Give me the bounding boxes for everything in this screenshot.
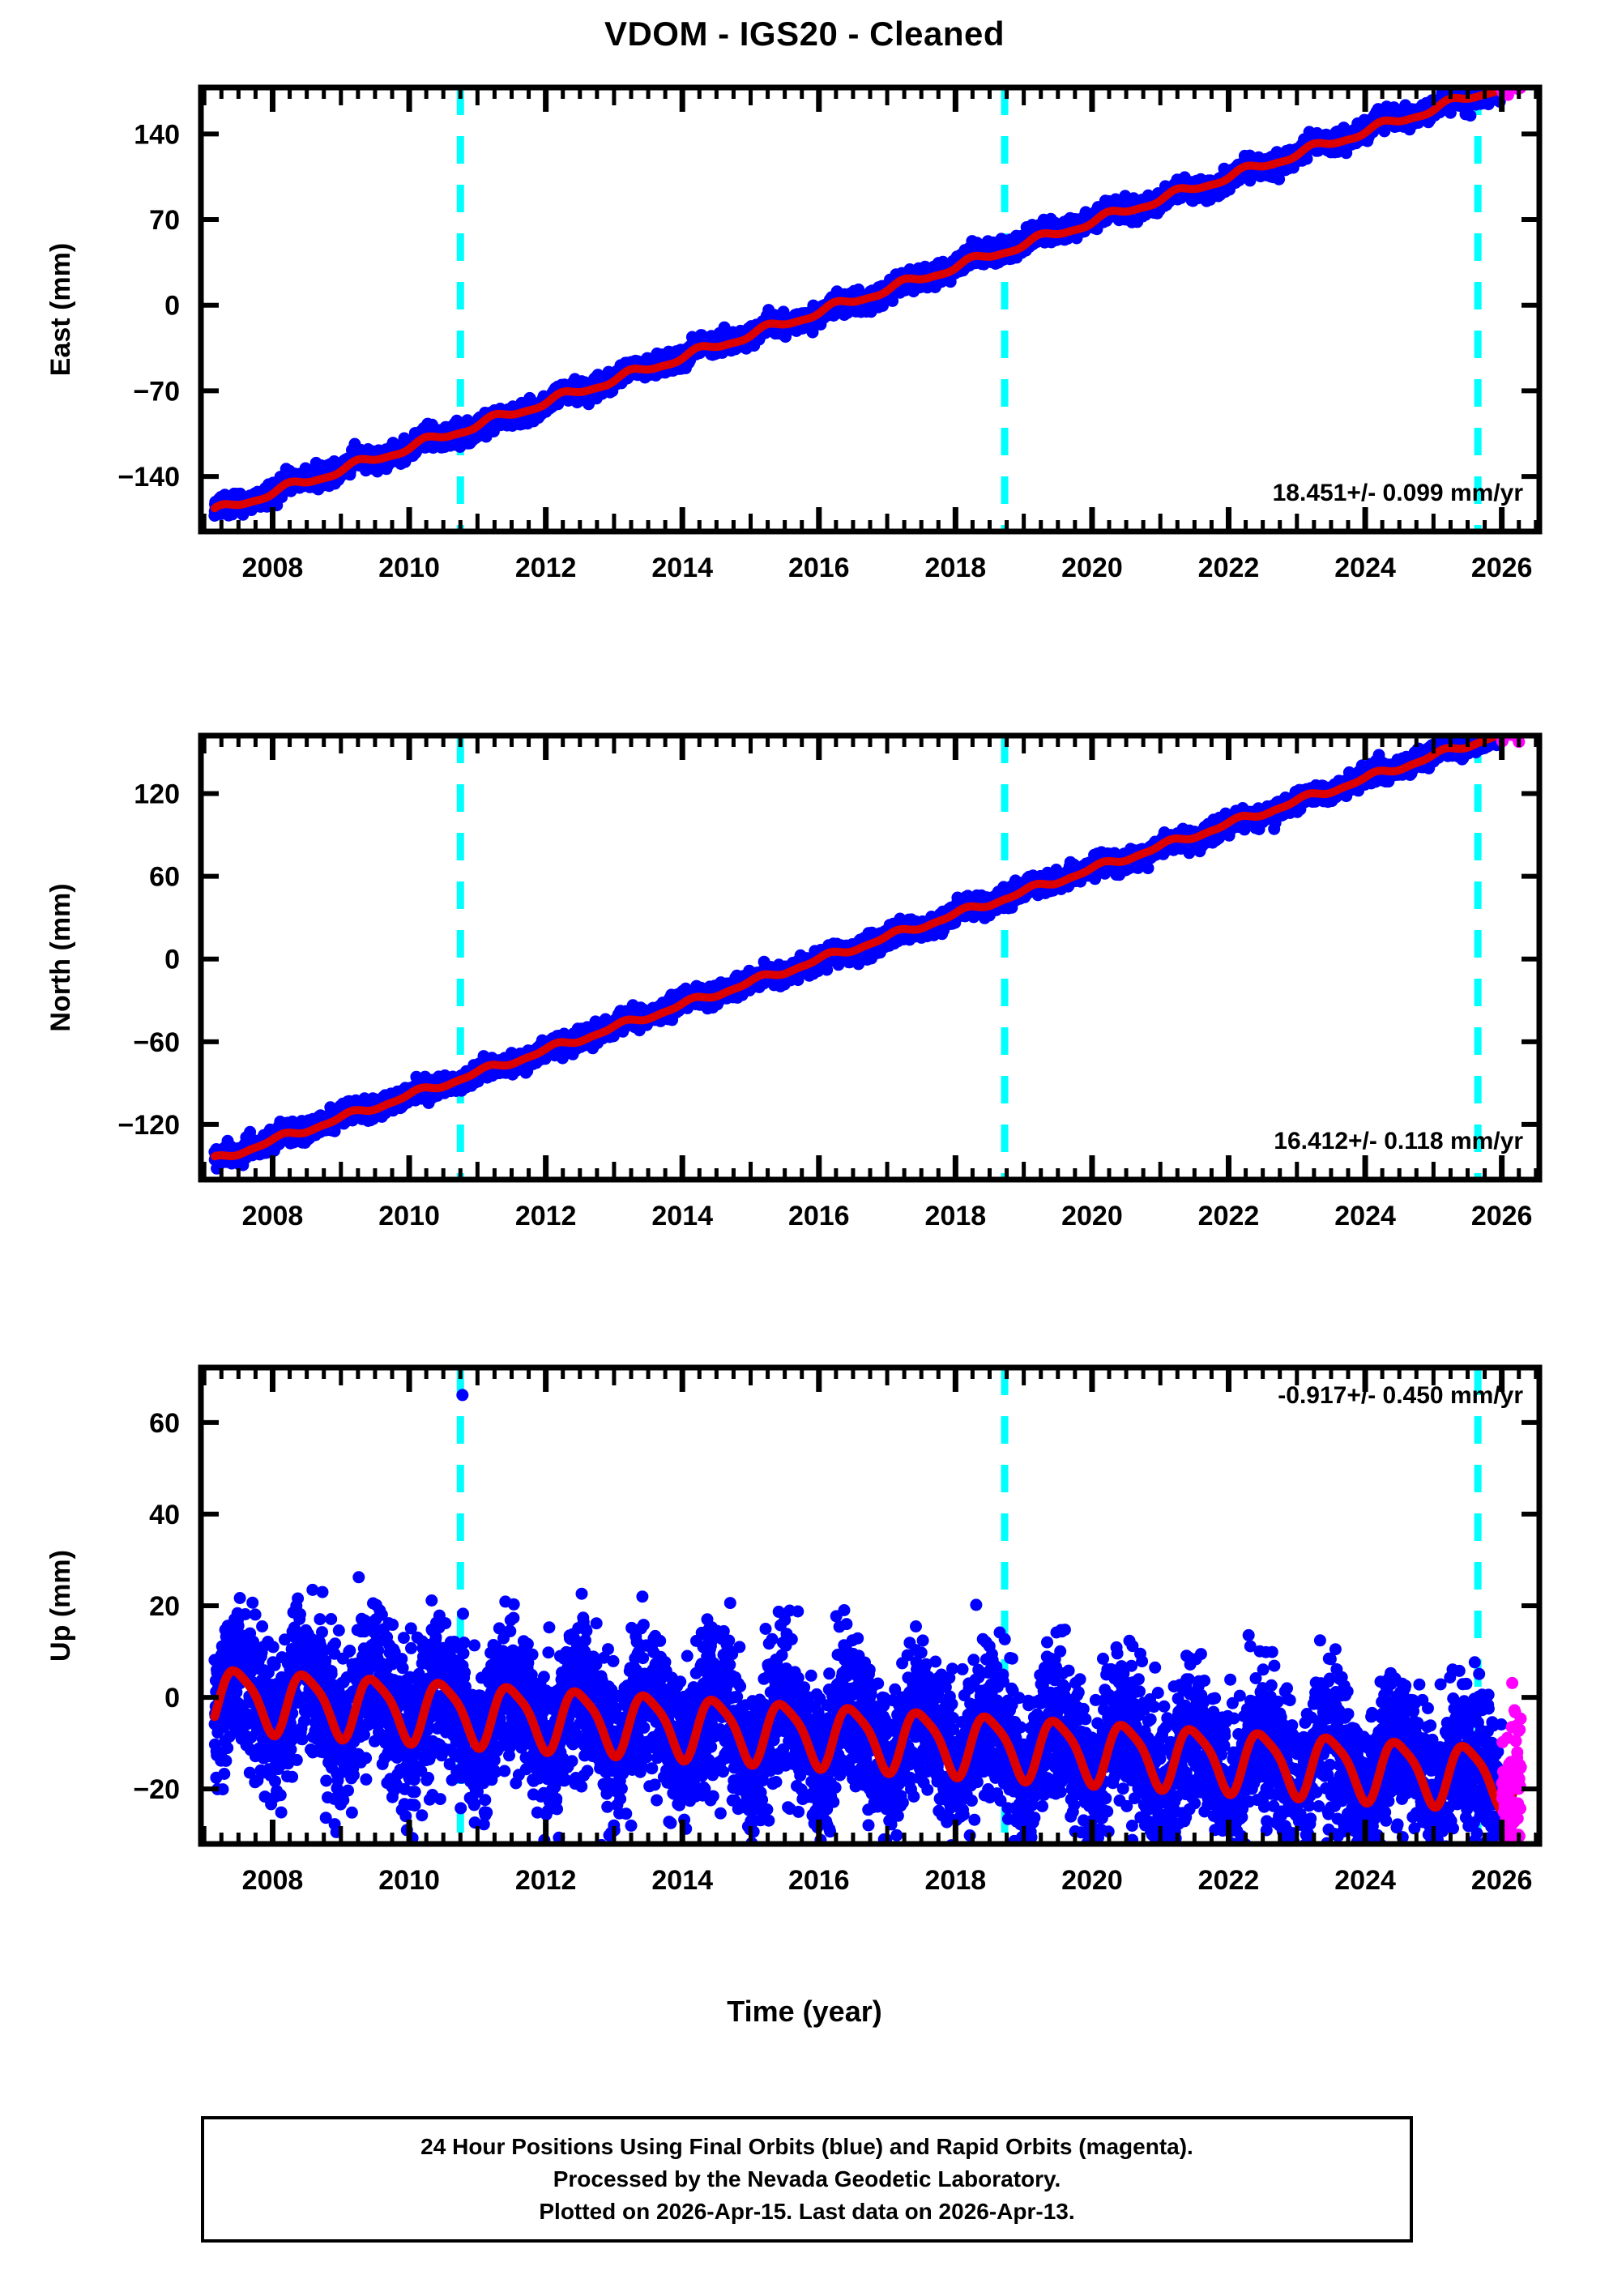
east-xtick-label: 2014 — [651, 553, 713, 583]
page-title: VDOM - IGS20 - Cleaned — [0, 15, 1609, 53]
north-xtick-label: 2026 — [1471, 1201, 1533, 1231]
up-xtick-label: 2016 — [788, 1865, 850, 1896]
panel-east: 140 70 0 −70 −140 2008 2010 2012 2014 2016 2018 202… — [0, 81, 1609, 616]
east-ytick-label: −70 — [133, 376, 180, 407]
east-xtick-label: 2026 — [1471, 553, 1533, 583]
north-xtick-label: 2024 — [1334, 1201, 1396, 1231]
up-xtick-label: 2020 — [1061, 1865, 1123, 1896]
footer-line-1: 24 Hour Positions Using Final Orbits (bl… — [420, 2131, 1193, 2163]
north-ytick-label: 0 — [164, 945, 180, 975]
up-ytick-label: 20 — [149, 1591, 180, 1622]
north-xtick-label: 2016 — [788, 1201, 850, 1231]
north-xtick-label: 2014 — [651, 1201, 713, 1231]
east-xtick-label: 2022 — [1198, 553, 1260, 583]
north-x-axis-labels: 2008 2010 2012 2014 2016 2018 2020 2022 2024 2026 — [242, 1201, 1533, 1231]
east-xtick-label: 2018 — [925, 553, 987, 583]
x-axis-title: Time (year) — [0, 1995, 1609, 2029]
east-ytick-label: 140 — [134, 119, 180, 150]
north-ytick-label: 60 — [149, 862, 180, 893]
east-model-fit-line — [215, 81, 1521, 508]
up-ytick-label: 40 — [149, 1500, 180, 1530]
east-x-axis-labels: 2008 2010 2012 2014 2016 2018 2020 2022 2024 2026 — [242, 553, 1533, 583]
up-rate-annotation: -0.917+/- 0.450 mm/yr — [1278, 1382, 1523, 1409]
east-ytick-label: 0 — [164, 291, 180, 322]
north-xtick-label: 2008 — [242, 1201, 304, 1231]
up-xtick-label: 2022 — [1198, 1865, 1260, 1896]
up-xtick-label: 2026 — [1471, 1865, 1533, 1896]
north-ytick-label: −60 — [133, 1027, 180, 1058]
footer-line-2: Processed by the Nevada Geodetic Laborat… — [553, 2163, 1061, 2196]
east-xtick-label: 2008 — [242, 553, 304, 583]
east-xtick-label: 2012 — [515, 553, 577, 583]
north-data-area — [208, 729, 1526, 1180]
east-rate-annotation: 18.451+/- 0.099 mm/yr — [1273, 480, 1524, 506]
east-ytick-label: −140 — [117, 462, 180, 493]
east-data-area — [208, 81, 1526, 531]
panel-up: 60 40 20 0 −20 2008 2010 2012 2014 2016 2018 2020 20… — [0, 1361, 1609, 1928]
north-model-fit-line — [215, 729, 1521, 1156]
east-xtick-label: 2016 — [788, 553, 850, 583]
east-xtick-label: 2020 — [1061, 553, 1123, 583]
up-ytick-label: 0 — [164, 1683, 180, 1713]
up-xtick-label: 2012 — [515, 1865, 577, 1896]
up-xtick-label: 2010 — [378, 1865, 440, 1896]
up-xtick-label: 2014 — [651, 1865, 713, 1896]
up-data-area — [208, 1368, 1526, 1877]
up-ytick-label: 60 — [149, 1408, 180, 1439]
up-ytick-label: −20 — [133, 1774, 180, 1805]
north-ytick-label: 120 — [134, 779, 180, 809]
north-xtick-label: 2018 — [925, 1201, 987, 1231]
north-xtick-label: 2020 — [1061, 1201, 1123, 1231]
east-plot-svg: 140 70 0 −70 −140 2008 2010 2012 2014 2016 2018 202… — [0, 81, 1609, 616]
north-rate-annotation: 16.412+/- 0.118 mm/yr — [1274, 1128, 1523, 1154]
north-xtick-label: 2012 — [515, 1201, 577, 1231]
up-x-axis-labels: 2008 2010 2012 2014 2016 2018 2020 2022 2024 2026 — [242, 1865, 1533, 1896]
footer-caption-box: 24 Hour Positions Using Final Orbits (bl… — [201, 2116, 1413, 2243]
footer-line-3: Plotted on 2026-Apr-15. Last data on 202… — [539, 2196, 1074, 2228]
east-xtick-label: 2024 — [1334, 553, 1396, 583]
north-plot-svg: 120 60 0 −60 −120 2008 2010 2012 2014 2016 2018 202… — [0, 729, 1609, 1264]
up-xtick-label: 2008 — [242, 1865, 304, 1896]
up-xtick-label: 2024 — [1334, 1865, 1396, 1896]
north-ytick-label: −120 — [117, 1110, 180, 1141]
north-y-axis-title: North (mm) — [45, 883, 76, 1031]
north-xtick-label: 2010 — [378, 1201, 440, 1231]
east-ytick-label: 70 — [149, 205, 180, 236]
north-xtick-label: 2022 — [1198, 1201, 1260, 1231]
east-xtick-label: 2010 — [378, 553, 440, 583]
up-y-axis-title: Up (mm) — [45, 1550, 76, 1662]
up-xtick-label: 2018 — [925, 1865, 987, 1896]
panel-north: 120 60 0 −60 −120 2008 2010 2012 2014 2016 2018 202… — [0, 729, 1609, 1264]
east-y-axis-title: East (mm) — [45, 243, 76, 376]
